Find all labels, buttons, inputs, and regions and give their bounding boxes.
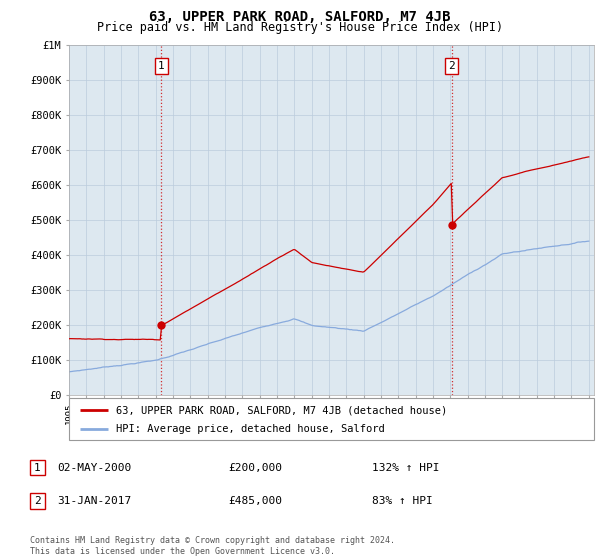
FancyBboxPatch shape — [69, 398, 594, 440]
FancyBboxPatch shape — [30, 493, 45, 509]
Text: 31-JAN-2017: 31-JAN-2017 — [57, 496, 131, 506]
Text: 1: 1 — [158, 61, 165, 71]
Text: 63, UPPER PARK ROAD, SALFORD, M7 4JB (detached house): 63, UPPER PARK ROAD, SALFORD, M7 4JB (de… — [116, 405, 448, 415]
Text: 02-MAY-2000: 02-MAY-2000 — [57, 463, 131, 473]
Text: 1: 1 — [34, 463, 41, 473]
FancyBboxPatch shape — [30, 460, 45, 475]
Text: £485,000: £485,000 — [228, 496, 282, 506]
Text: 83% ↑ HPI: 83% ↑ HPI — [372, 496, 433, 506]
Text: HPI: Average price, detached house, Salford: HPI: Average price, detached house, Salf… — [116, 424, 385, 434]
Text: 2: 2 — [34, 496, 41, 506]
Text: Price paid vs. HM Land Registry's House Price Index (HPI): Price paid vs. HM Land Registry's House … — [97, 21, 503, 34]
Text: 2: 2 — [448, 61, 455, 71]
Text: Contains HM Land Registry data © Crown copyright and database right 2024.
This d: Contains HM Land Registry data © Crown c… — [30, 536, 395, 556]
Text: 132% ↑ HPI: 132% ↑ HPI — [372, 463, 439, 473]
Text: £200,000: £200,000 — [228, 463, 282, 473]
Text: 63, UPPER PARK ROAD, SALFORD, M7 4JB: 63, UPPER PARK ROAD, SALFORD, M7 4JB — [149, 10, 451, 24]
